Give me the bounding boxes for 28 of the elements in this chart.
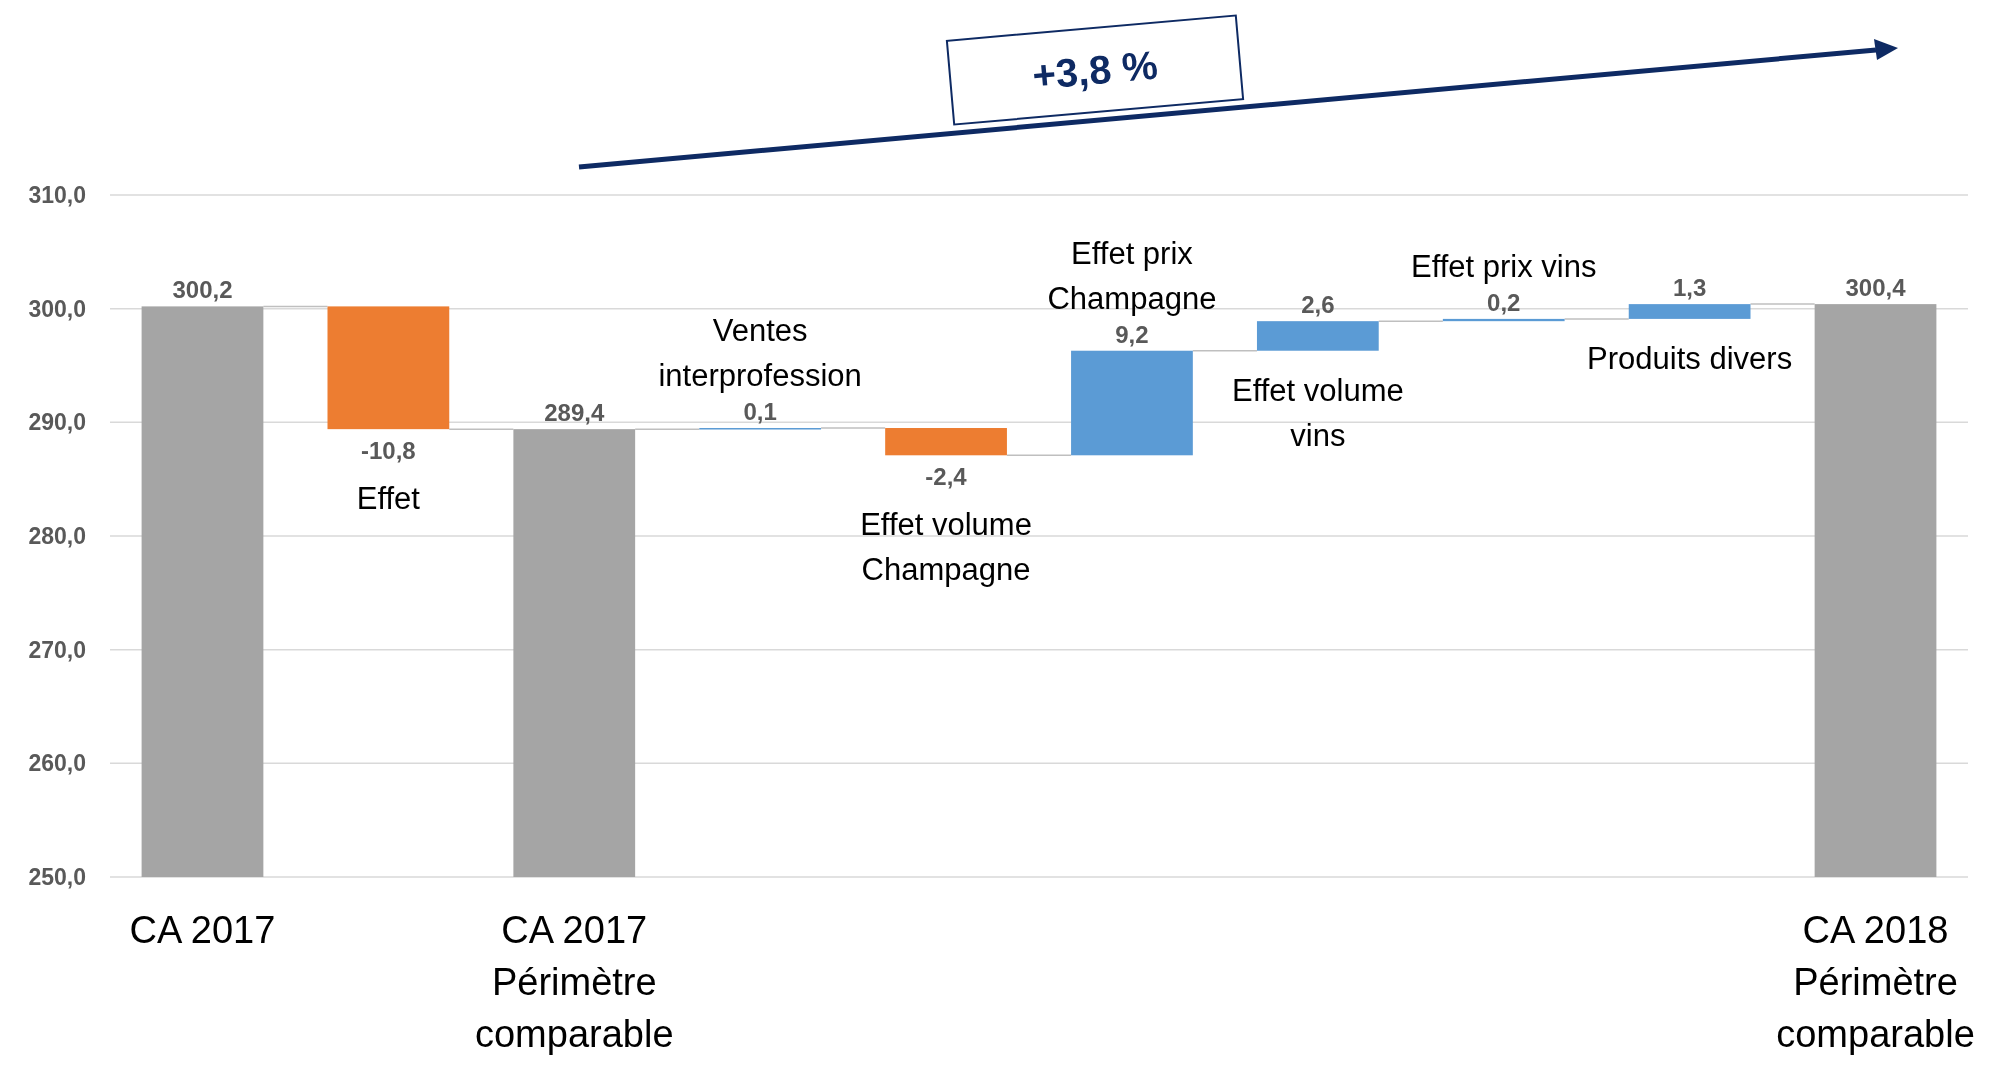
- text: +3,8 %: [1030, 42, 1160, 98]
- x-tick-label: Effet prix Champagne: [1047, 235, 1217, 316]
- x-tick-label: CA 2017 Périmètre comparable: [474, 909, 674, 1055]
- y-tick-label: 280,0: [28, 523, 86, 550]
- data-label: 1,3: [1672, 274, 1707, 302]
- data-label: 300,4: [1845, 274, 1907, 302]
- y-tick-label: 290,0: [28, 409, 86, 436]
- y-tick-label: 300,0: [28, 295, 86, 322]
- y-tick-label: 260,0: [28, 750, 86, 777]
- data-label: -2,4: [925, 463, 968, 491]
- x-tick-label: Effet: [356, 481, 421, 517]
- y-tick-label: 270,0: [28, 636, 86, 663]
- data-label: 0,1: [743, 398, 777, 426]
- data-label: 2,6: [1301, 291, 1335, 319]
- data-label: 300,2: [172, 276, 233, 304]
- y-tick-label: 310,0: [28, 182, 86, 209]
- data-label: 289,4: [544, 399, 605, 427]
- data-label: 9,2: [1115, 320, 1149, 348]
- data-label: 0,2: [1487, 288, 1521, 316]
- x-tick-label: Effet volume Champagne: [860, 507, 1032, 588]
- x-tick-label: Effet prix vins: [1410, 248, 1597, 284]
- data-label: -10,8: [361, 437, 416, 465]
- x-tick-label: CA 2018 Périmètre comparable: [1776, 909, 1975, 1055]
- y-tick-label: 250,0: [28, 864, 86, 891]
- x-tick-label: Effet volume vins: [1231, 372, 1404, 453]
- x-tick-label: Ventes interprofession: [658, 313, 862, 394]
- x-tick-label: CA 2017: [129, 909, 276, 951]
- x-tick-label: Produits divers: [1587, 340, 1793, 376]
